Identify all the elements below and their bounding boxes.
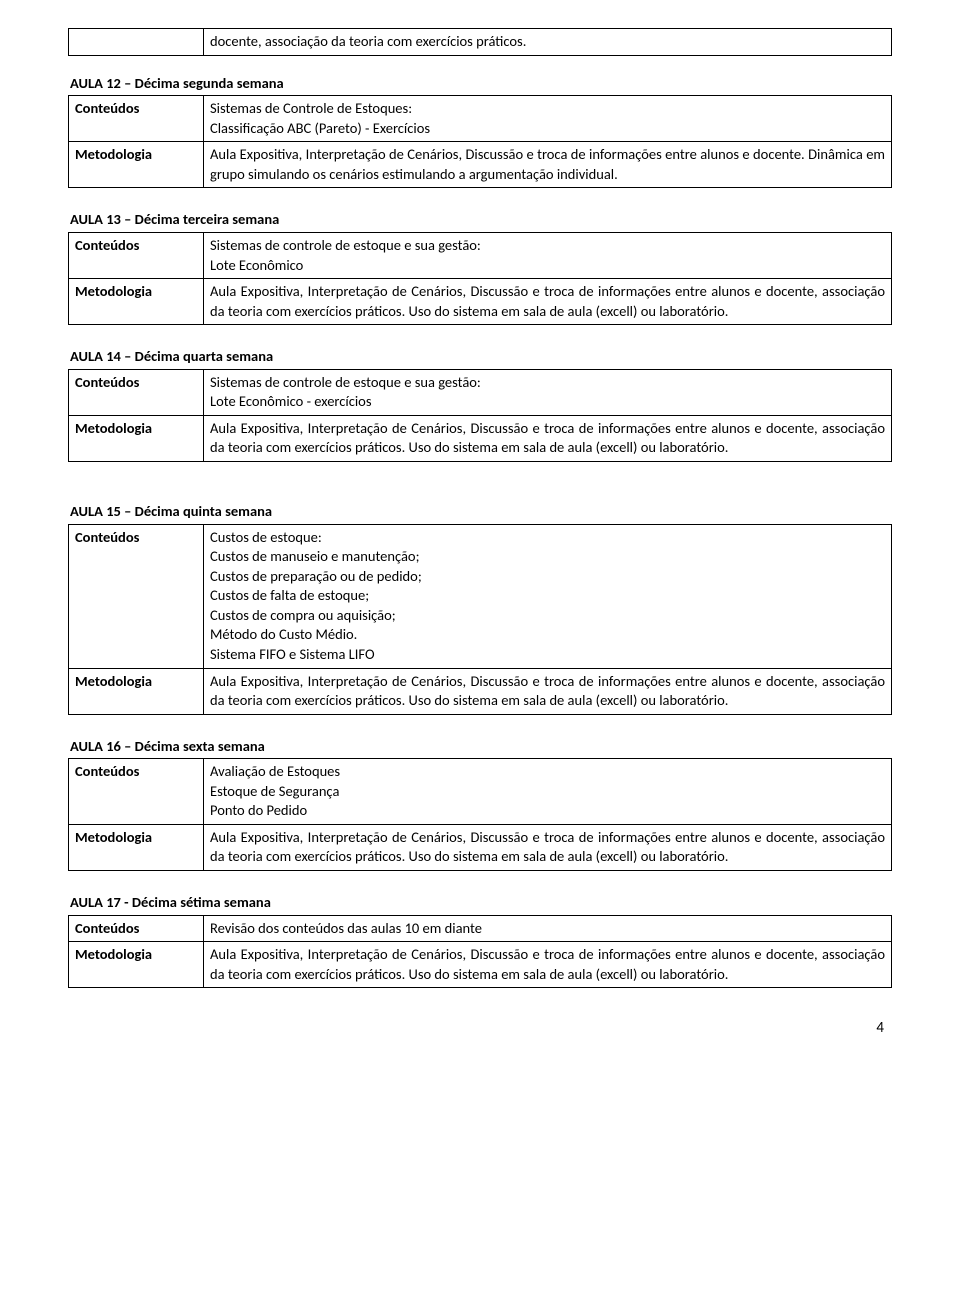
aula14-conteudos: Sistemas de controle de estoque e sua ge… (204, 369, 892, 415)
aula12-conteudos: Sistemas de Controle de Estoques:Classif… (204, 96, 892, 142)
orphan-blank-label (69, 29, 204, 56)
aula14-conteudos-label: Conteúdos (69, 369, 204, 415)
aula15-conteudos-label: Conteúdos (69, 524, 204, 668)
aula12-table: Conteúdos Sistemas de Controle de Estoqu… (68, 95, 892, 188)
aula16-table: Conteúdos Avaliação de EstoquesEstoque d… (68, 758, 892, 871)
aula15-title: AULA 15 – Décima quinta semana (68, 502, 892, 522)
aula17-conteudos-label: Conteúdos (69, 915, 204, 942)
aula13-table: Conteúdos Sistemas de controle de estoqu… (68, 232, 892, 325)
aula13-title: AULA 13 – Décima terceira semana (68, 210, 892, 230)
aula13-conteudos-label: Conteúdos (69, 232, 204, 278)
aula13-conteudos: Sistemas de controle de estoque e sua ge… (204, 232, 892, 278)
aula17-title: AULA 17 - Décima sétima semana (68, 893, 892, 913)
aula12-metodologia: Aula Expositiva, Interpretação de Cenári… (204, 142, 892, 188)
aula15-metodologia: Aula Expositiva, Interpretação de Cenári… (204, 668, 892, 714)
aula14-title: AULA 14 – Décima quarta semana (68, 347, 892, 367)
aula14-table: Conteúdos Sistemas de controle de estoqu… (68, 369, 892, 462)
aula12-conteudos-label: Conteúdos (69, 96, 204, 142)
orphan-cell: docente, associação da teoria com exercí… (204, 29, 892, 56)
aula12-title: AULA 12 – Décima segunda semana (68, 74, 892, 94)
aula13-metodologia: Aula Expositiva, Interpretação de Cenári… (204, 279, 892, 325)
aula16-title: AULA 16 – Décima sexta semana (68, 737, 892, 757)
aula15-metodologia-label: Metodologia (69, 668, 204, 714)
aula14-metodologia-label: Metodologia (69, 415, 204, 461)
page-number: 4 (68, 1018, 892, 1038)
aula16-conteudos-label: Conteúdos (69, 759, 204, 825)
aula16-metodologia-label: Metodologia (69, 824, 204, 870)
aula15-conteudos: Custos de estoque:Custos de manuseio e m… (204, 524, 892, 668)
aula17-conteudos: Revisão dos conteúdos das aulas 10 em di… (204, 915, 892, 942)
aula14-metodologia: Aula Expositiva, Interpretação de Cenári… (204, 415, 892, 461)
aula15-table: Conteúdos Custos de estoque:Custos de ma… (68, 524, 892, 715)
aula12-metodologia-label: Metodologia (69, 142, 204, 188)
aula16-metodologia: Aula Expositiva, Interpretação de Cenári… (204, 824, 892, 870)
aula17-metodologia: Aula Expositiva, Interpretação de Cenári… (204, 942, 892, 988)
aula17-metodologia-label: Metodologia (69, 942, 204, 988)
aula13-metodologia-label: Metodologia (69, 279, 204, 325)
aula16-conteudos: Avaliação de EstoquesEstoque de Seguranç… (204, 759, 892, 825)
aula17-table: Conteúdos Revisão dos conteúdos das aula… (68, 915, 892, 989)
orphan-table: docente, associação da teoria com exercí… (68, 28, 892, 56)
